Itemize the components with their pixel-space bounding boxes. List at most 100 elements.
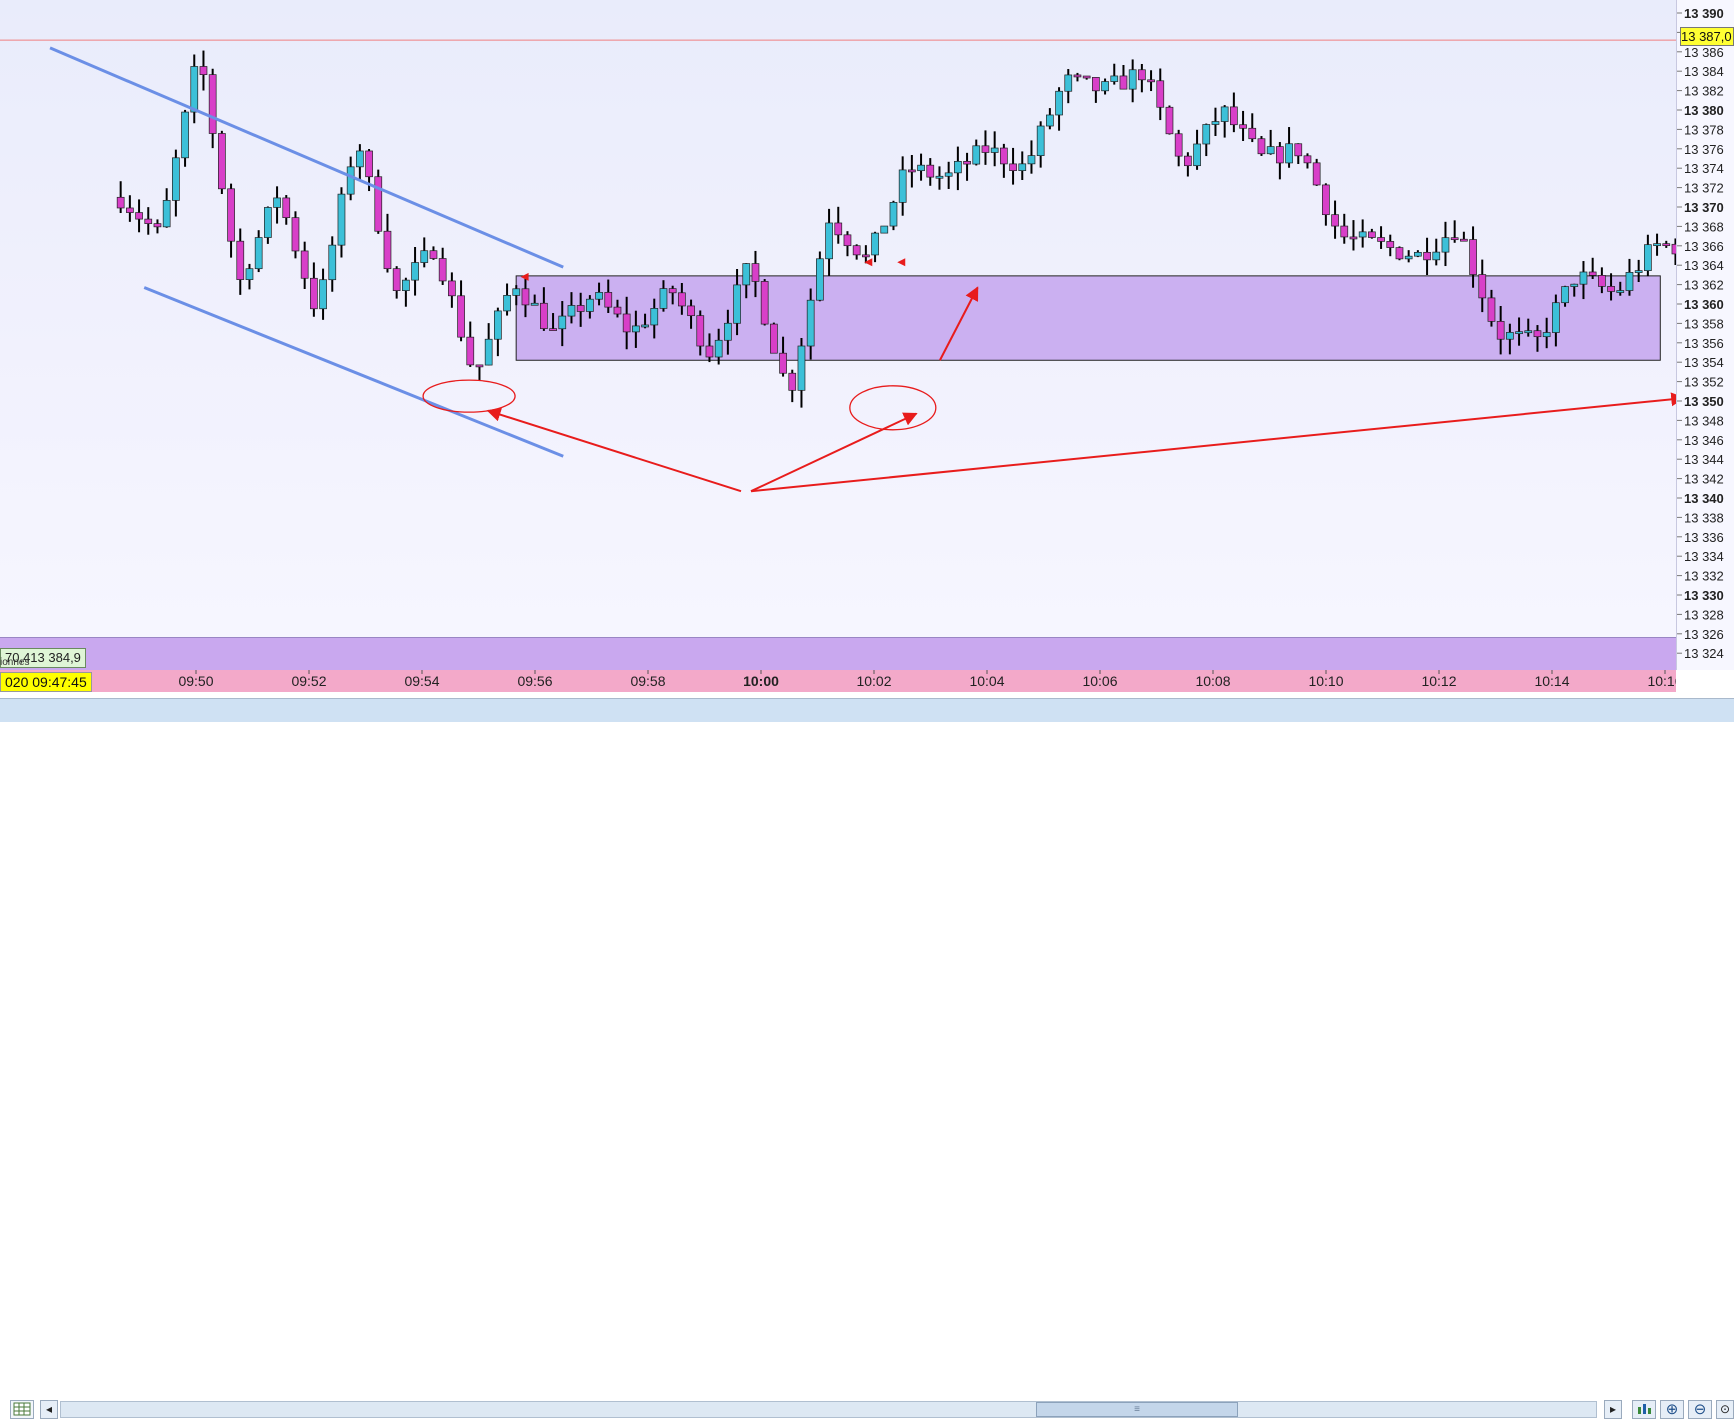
price-tick-label: 13 366 (1684, 239, 1724, 254)
scroll-left-button[interactable]: ◂ (40, 1400, 58, 1419)
time-axis: 09:50 09:52 09:54 09:56 09:58 10:00 10:02 10:04… (0, 670, 1676, 692)
bear-candle (1496, 321, 1505, 340)
bull-candle (190, 66, 199, 113)
bull-candle (1653, 243, 1661, 247)
bull-candle (880, 225, 889, 234)
zoom-in-icon[interactable]: ⊕ (1660, 1400, 1684, 1419)
bear-candle (1138, 69, 1146, 81)
annotation-arrow[interactable] (750, 412, 918, 493)
bear-candle (218, 133, 226, 190)
bear-candle (834, 222, 843, 236)
time-tick-label: 10:02 (856, 673, 891, 689)
bull-candle (494, 310, 502, 340)
bear-candle (1598, 275, 1606, 287)
bear-candle (1607, 286, 1615, 292)
price-tick-label: 13 332 (1684, 569, 1724, 584)
bear-candle (751, 263, 760, 282)
bull-candle (1441, 237, 1450, 253)
bear-candle (1386, 241, 1395, 248)
bear-candle (236, 240, 245, 280)
channel-upper-line[interactable] (49, 46, 564, 269)
price-tick-label: 13 328 (1684, 607, 1724, 622)
bull-candle (825, 222, 833, 260)
bear-candle (1165, 106, 1174, 135)
bull-candle (632, 325, 640, 333)
bull-candle (245, 268, 254, 280)
bear-candle (521, 288, 530, 306)
annotation-arrow[interactable] (486, 407, 742, 493)
bull-candle (1515, 331, 1523, 335)
zoom-out-icon[interactable]: ⊖ (1688, 1400, 1712, 1419)
price-tick-label: 13 360 (1684, 297, 1724, 312)
bull-candle (1625, 272, 1634, 291)
annotation-arrow[interactable] (939, 286, 979, 361)
time-tick-label: 09:56 (517, 673, 552, 689)
annotation-marker (864, 258, 873, 267)
price-tick-label: 13 336 (1684, 530, 1724, 545)
bull-candle (503, 295, 511, 312)
more-icon[interactable]: ⊙ (1716, 1400, 1734, 1419)
bear-candle (1450, 237, 1459, 241)
time-tick-label: 09:58 (630, 673, 665, 689)
bull-candle (337, 193, 346, 246)
bull-candle (558, 315, 567, 330)
bull-candle (1110, 75, 1119, 82)
bull-candle (484, 338, 493, 366)
bear-candle (1662, 243, 1671, 247)
bull-candle (650, 308, 659, 326)
bear-candle (668, 288, 677, 294)
bear-candle (282, 197, 291, 219)
bear-candle (576, 305, 585, 312)
bear-candle (1331, 214, 1339, 227)
bull-candle (724, 322, 732, 341)
scroll-right-button[interactable]: ▸ (1604, 1400, 1622, 1419)
price-tick-label: 13 334 (1684, 549, 1724, 564)
bull-candle (181, 111, 189, 159)
channel-lower-line[interactable] (143, 286, 564, 458)
annotation-arrow[interactable] (750, 392, 1676, 493)
bear-candle (1276, 146, 1284, 164)
grid-icon[interactable] (10, 1400, 34, 1419)
price-tick-label: 13 386 (1684, 45, 1724, 60)
bear-candle (908, 169, 916, 173)
annotation-circle[interactable] (422, 379, 516, 413)
bear-candle (1082, 75, 1091, 79)
scrollbar-thumb[interactable]: ≡ (1036, 1402, 1238, 1417)
bear-candle (1147, 79, 1155, 83)
cursor-time-label: 020 09:47:45 (0, 672, 92, 692)
annotation-circle[interactable] (849, 385, 937, 431)
bear-candle (1349, 236, 1358, 240)
chart-tool-icon[interactable] (1632, 1400, 1656, 1419)
bull-candle (1101, 81, 1109, 92)
price-tick-label: 13 374 (1684, 161, 1724, 176)
bull-candle (1644, 244, 1652, 271)
bear-candle (1294, 143, 1303, 157)
bull-candle (714, 339, 723, 358)
price-tick-label: 13 378 (1684, 122, 1724, 137)
annotation-marker (897, 258, 906, 267)
price-tick-label: 13 342 (1684, 472, 1724, 487)
scrollbar-track[interactable] (60, 1401, 1597, 1418)
bear-candle (383, 230, 392, 270)
bull-candle (1524, 330, 1533, 334)
bear-candle (705, 345, 714, 358)
price-tick-label: 13 384 (1684, 64, 1724, 79)
bear-candle (687, 305, 695, 317)
bull-candle (1579, 271, 1588, 285)
bear-candle (1368, 231, 1376, 238)
price-tick-label: 13 350 (1684, 394, 1724, 409)
bear-candle (1340, 225, 1349, 238)
bear-candle (126, 207, 134, 213)
info-box: 70,413 384,9 (0, 648, 86, 668)
bear-candle (1303, 155, 1312, 164)
bear-candle (981, 145, 990, 153)
bear-candle (227, 188, 235, 242)
price-tick-label: 13 380 (1684, 103, 1724, 118)
price-chart[interactable] (0, 0, 1676, 637)
bull-candle (1211, 121, 1220, 125)
bull-candle (1552, 302, 1560, 333)
chart-area[interactable] (0, 0, 1676, 637)
bull-candle (797, 345, 806, 391)
